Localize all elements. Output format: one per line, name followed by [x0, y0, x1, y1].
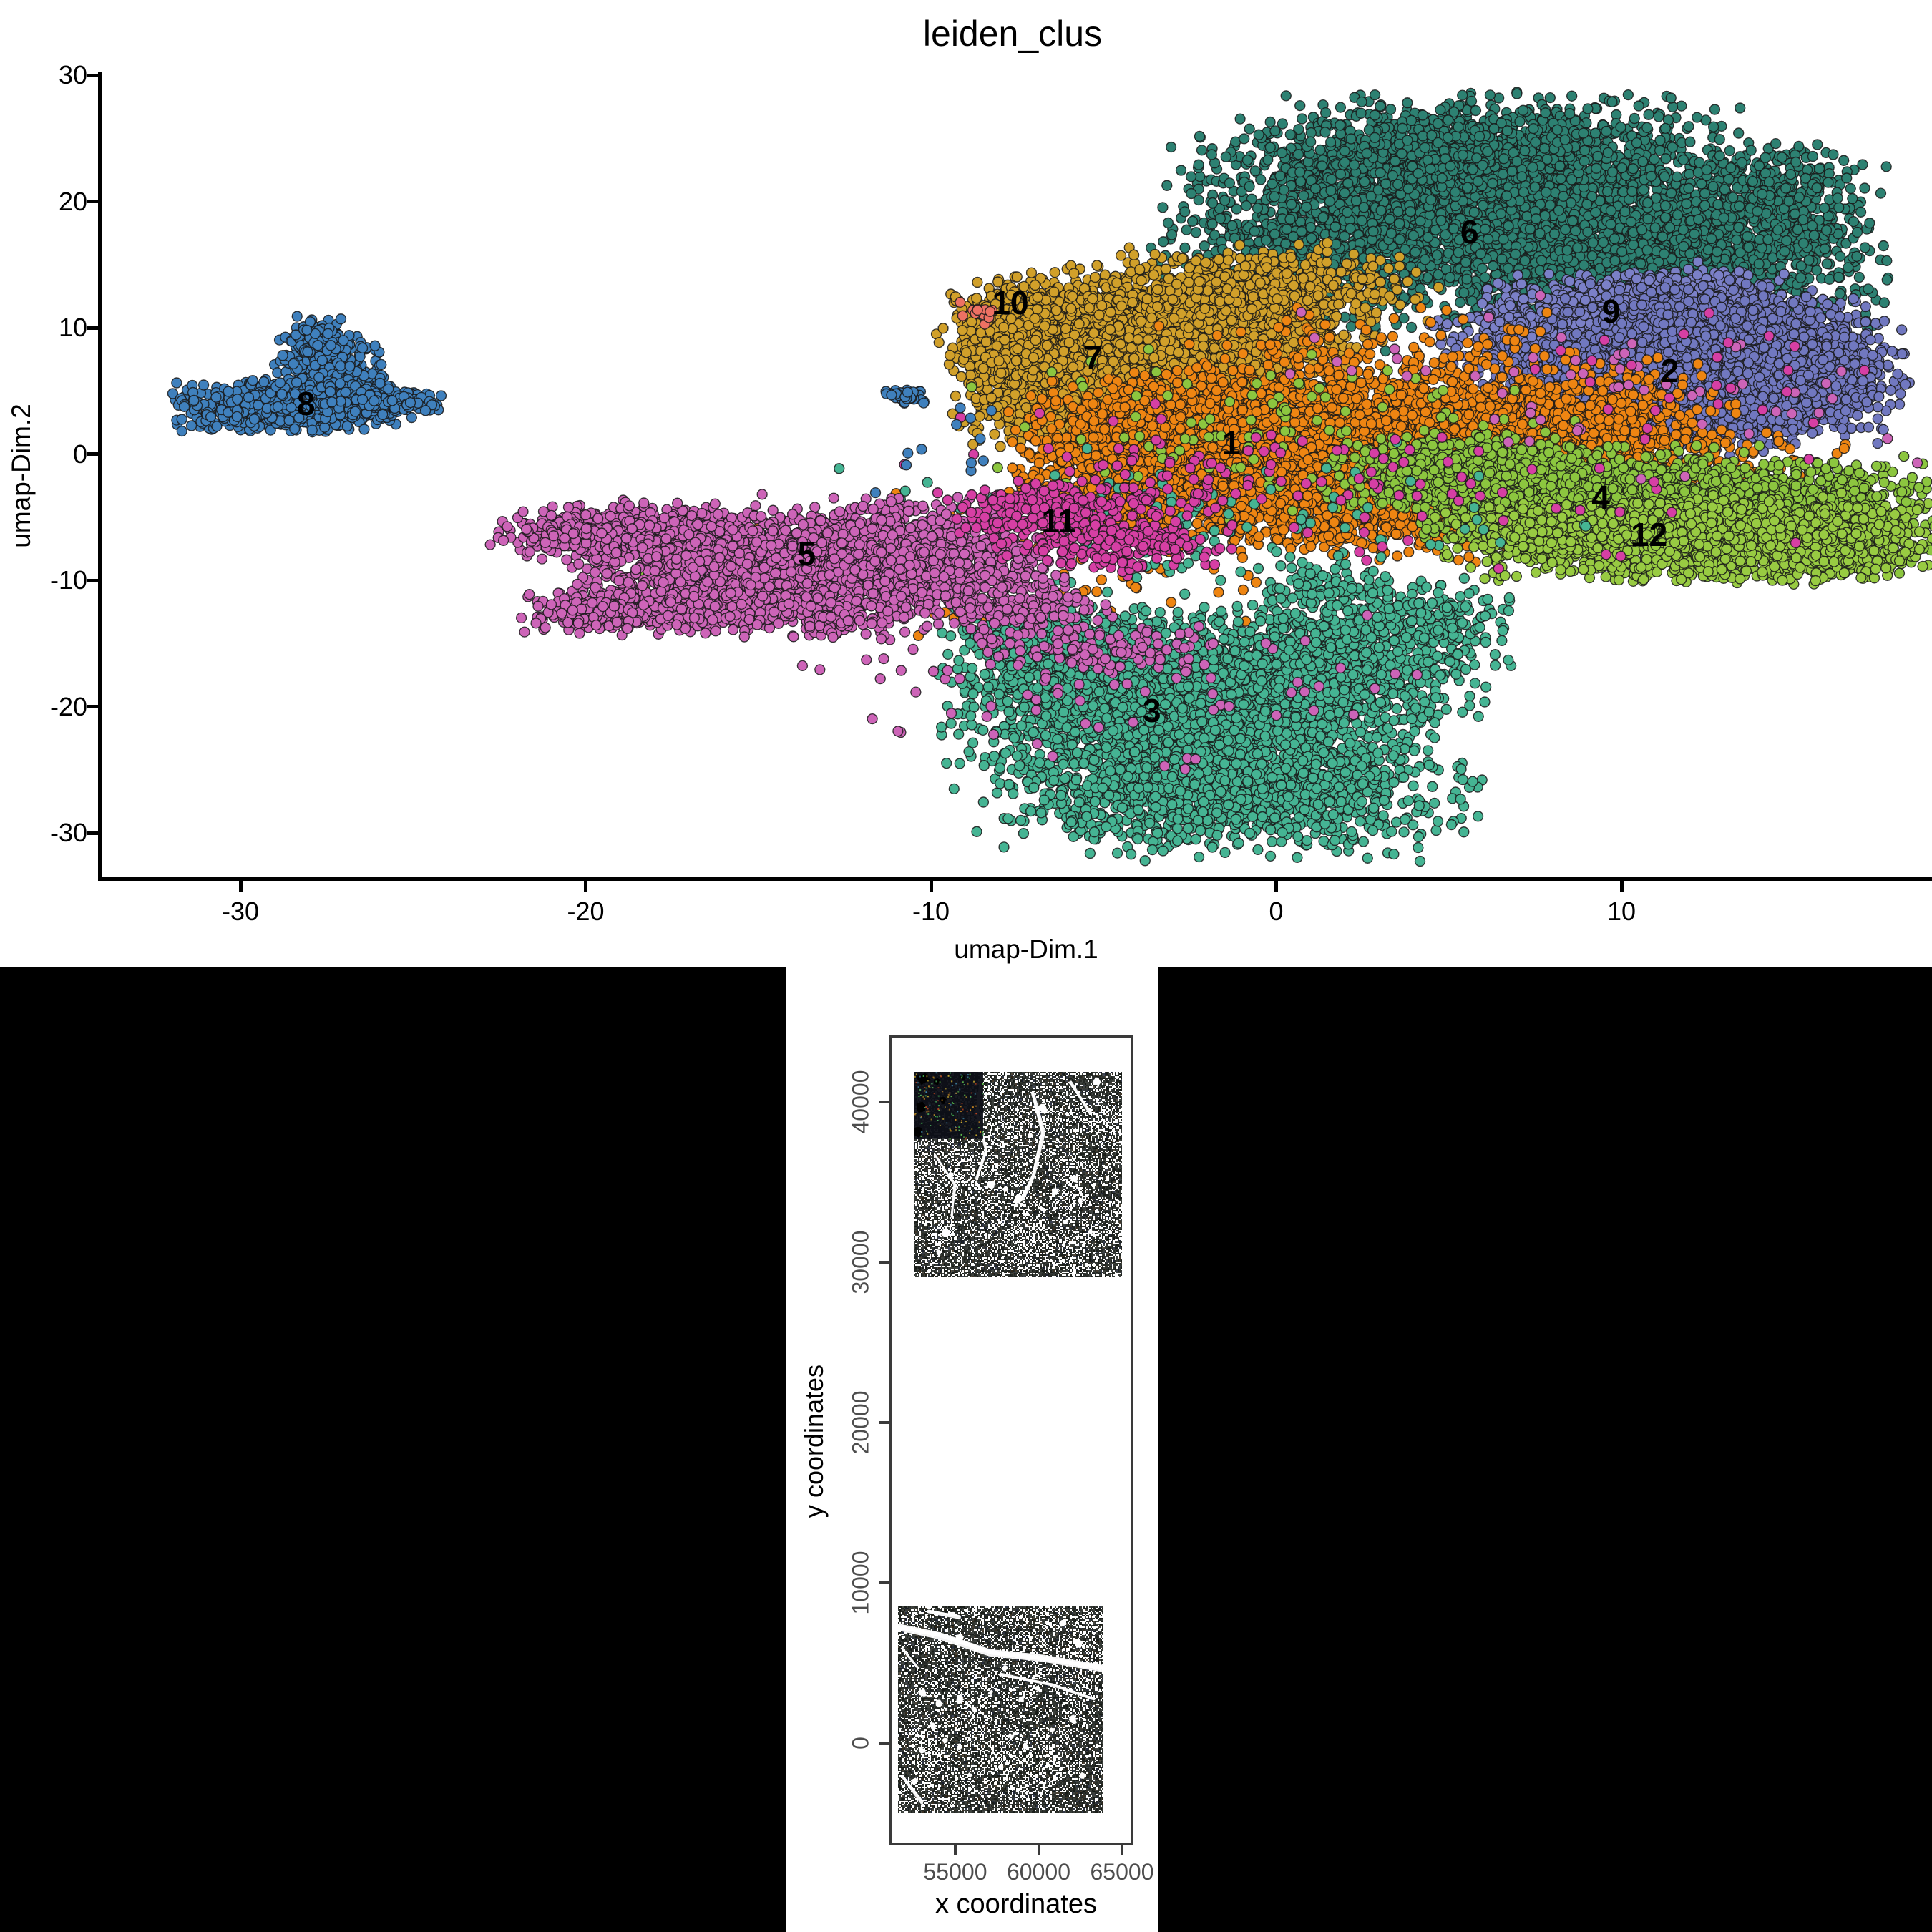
umap-y-tick	[87, 200, 99, 203]
black-mask-right	[1158, 967, 1932, 1932]
spatial-y-tick	[879, 1581, 889, 1584]
umap-x-tick-label: 0	[1269, 897, 1284, 926]
umap-x-tick-label: -10	[912, 897, 950, 926]
spatial-y-tick-label: 20000	[847, 1390, 874, 1455]
umap-x-tick-label: -30	[221, 897, 260, 926]
umap-y-tick-label: -20	[49, 691, 87, 721]
cluster-label-7: 7	[1083, 338, 1103, 376]
spatial-y-tick-label: 30000	[847, 1230, 874, 1294]
spatial-x-tick	[954, 1845, 957, 1855]
umap-y-tick	[87, 452, 99, 456]
umap-y-tick-label: 20	[58, 186, 87, 216]
spatial-y-tick-label: 10000	[847, 1551, 874, 1615]
spatial-panel-border	[889, 1035, 1133, 1845]
spatial-x-axis-label: x coordinates	[935, 1889, 1097, 1919]
umap-x-tick	[584, 881, 587, 892]
spatial-y-tick	[879, 1261, 889, 1264]
umap-x-tick	[929, 881, 933, 892]
spatial-y-tick-label: 0	[847, 1737, 874, 1750]
cluster-label-3: 3	[1143, 691, 1161, 729]
umap-y-axis-line	[98, 72, 102, 881]
tissue-image-top	[914, 1072, 1122, 1277]
cluster-label-9: 9	[1601, 293, 1621, 331]
umap-x-axis-label: umap-Dim.1	[954, 935, 1098, 964]
umap-y-tick	[87, 705, 99, 708]
umap-y-tick-label: -10	[49, 565, 87, 595]
umap-x-tick	[1274, 881, 1278, 892]
spatial-y-tick	[879, 1101, 889, 1103]
umap-y-tick-label: 30	[58, 60, 87, 89]
umap-scatter-canvas	[100, 72, 1932, 877]
cluster-label-2: 2	[1660, 352, 1679, 389]
cluster-label-12: 12	[1631, 516, 1668, 554]
cluster-label-8: 8	[296, 384, 316, 422]
umap-y-tick	[87, 578, 99, 582]
cluster-label-10: 10	[992, 283, 1029, 321]
black-mask-left	[0, 967, 786, 1932]
umap-y-tick	[87, 73, 99, 77]
tissue-image-bottom	[898, 1606, 1103, 1813]
spatial-x-tick	[1121, 1845, 1123, 1855]
umap-y-tick-label: 0	[72, 439, 87, 469]
spatial-x-tick-label: 60000	[1007, 1859, 1070, 1885]
cluster-label-6: 6	[1460, 213, 1479, 250]
umap-x-tick-label: 10	[1606, 897, 1636, 926]
spatial-x-tick	[1037, 1845, 1040, 1855]
umap-y-tick-label: -30	[49, 818, 87, 847]
umap-x-axis-line	[98, 877, 1932, 881]
spatial-y-tick	[879, 1742, 889, 1745]
cluster-label-11: 11	[1041, 502, 1076, 540]
cluster-label-4: 4	[1591, 478, 1610, 516]
umap-x-tick-label: -20	[567, 897, 605, 926]
umap-y-tick	[87, 831, 99, 835]
umap-x-tick	[238, 881, 243, 892]
umap-x-tick	[1619, 881, 1624, 892]
cluster-label-5: 5	[797, 535, 816, 572]
umap-y-tick	[87, 326, 99, 330]
umap-title: leiden_clus	[922, 14, 1103, 54]
spatial-y-axis-label: y coordinates	[799, 1364, 829, 1518]
spatial-x-tick-label: 65000	[1090, 1859, 1154, 1885]
cluster-label-1: 1	[1221, 424, 1241, 462]
umap-y-tick-label: 10	[58, 313, 87, 342]
spatial-y-tick	[879, 1421, 889, 1424]
spatial-y-tick-label: 40000	[847, 1070, 874, 1134]
spatial-x-tick-label: 55000	[923, 1859, 987, 1885]
